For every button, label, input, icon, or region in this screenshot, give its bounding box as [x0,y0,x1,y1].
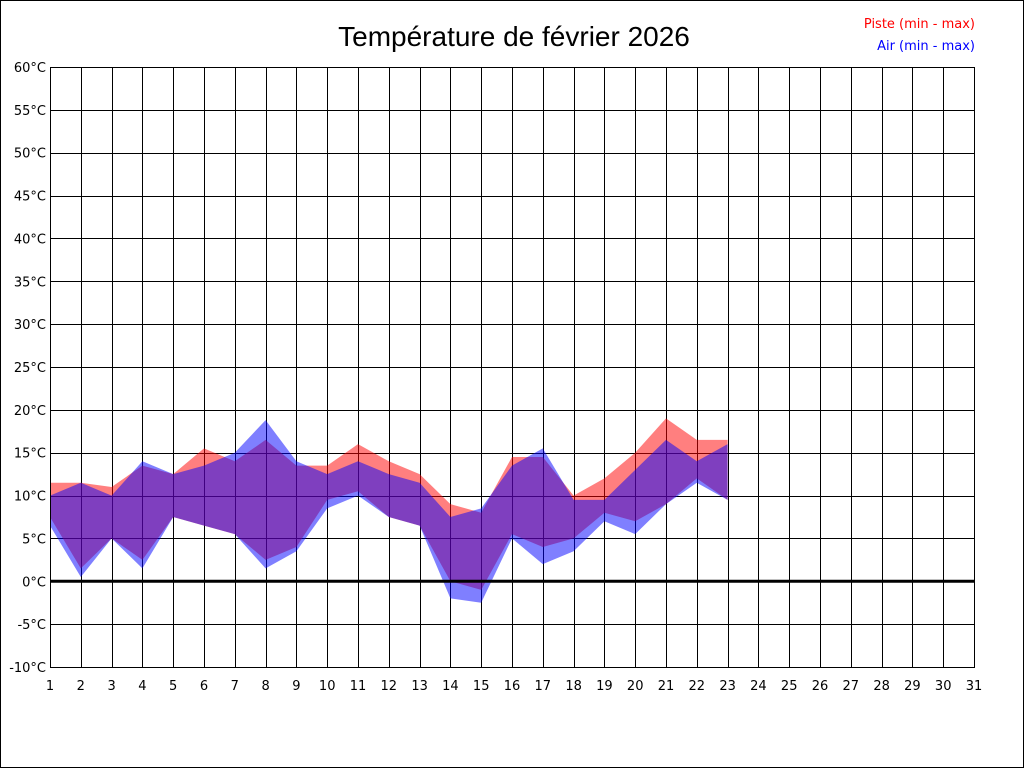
y-tick-label: 25°C [14,361,46,376]
x-tick-label: 11 [350,679,367,694]
x-tick-label: 23 [719,679,736,694]
y-tick-label: 0°C [22,575,46,590]
y-tick-label: -5°C [17,618,46,633]
chart-title: Température de février 2026 [338,21,690,52]
y-tick-label: -10°C [9,661,46,676]
y-tick-label: 55°C [14,104,46,119]
y-tick-label: 60°C [14,61,46,76]
x-tick-label: 8 [261,679,269,694]
series-areas [50,418,728,603]
x-tick-label: 14 [442,679,459,694]
x-tick-label: 6 [200,679,208,694]
plot-border [50,67,975,668]
axes [50,67,975,668]
x-tick-label: 4 [138,679,146,694]
x-tick-label: 28 [873,679,890,694]
x-tick-labels: 1 2 3 4 5 6 7 8 9 10 11 12 13 14 15 16 17 18 19 20 21 22 23 24 2… [46,679,982,694]
x-tick-label: 25 [781,679,798,694]
x-tick-label: 5 [169,679,177,694]
x-tick-label: 20 [627,679,644,694]
x-tick-label: 19 [596,679,613,694]
y-tick-label: 50°C [14,147,46,162]
x-tick-label: 29 [904,679,921,694]
y-tick-label: 30°C [14,318,46,333]
x-tick-label: 2 [77,679,85,694]
x-tick-label: 3 [107,679,115,694]
x-tick-label: 27 [843,679,860,694]
y-tick-label: 20°C [14,404,46,419]
y-tick-labels: -10°C -5°C 0°C 5°C 10°C 15°C 20°C 25°C 30°C 35°C 4… [9,61,46,676]
x-tick-label: 17 [535,679,552,694]
x-tick-label: 31 [966,679,983,694]
y-tick-label: 5°C [22,532,46,547]
x-tick-label: 26 [812,679,829,694]
x-tick-label: 30 [935,679,952,694]
x-tick-label: 13 [411,679,428,694]
x-tick-label: 10 [319,679,336,694]
x-tick-label: 22 [689,679,706,694]
x-tick-label: 15 [473,679,490,694]
x-tick-label: 1 [46,679,54,694]
y-tick-label: 35°C [14,275,46,290]
x-tick-label: 12 [381,679,398,694]
area-series-air [50,420,728,603]
x-tick-label: 21 [658,679,675,694]
y-tick-label: 40°C [14,232,46,247]
y-tick-label: 10°C [14,490,46,505]
grid [50,67,975,668]
x-tick-label: 7 [231,679,239,694]
x-tick-label: 16 [504,679,521,694]
x-tick-label: 9 [292,679,300,694]
x-tick-label: 24 [750,679,767,694]
y-tick-label: 15°C [14,447,46,462]
x-tick-label: 18 [565,679,582,694]
legend-entry-air: Air (min - max) [877,39,975,54]
legend-entry-piste: Piste (min - max) [864,17,975,32]
y-tick-label: 45°C [14,190,46,205]
